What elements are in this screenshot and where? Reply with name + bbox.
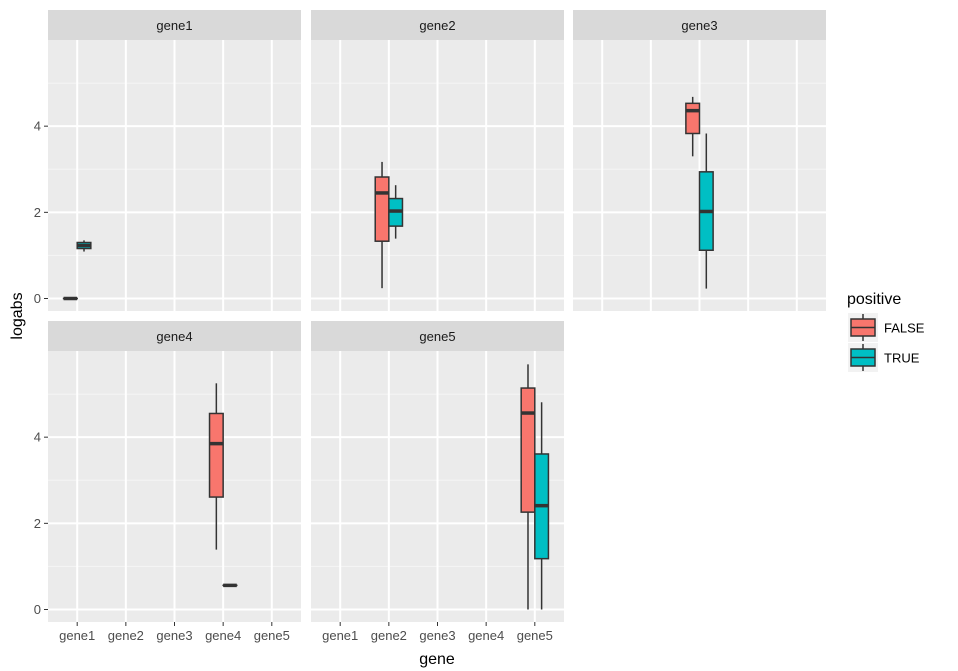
boxplot-gene5-FALSE [520,364,536,610]
x-tick-label: gene5 [254,628,290,643]
boxplot-gene3-FALSE [685,96,701,157]
y-tick-label: 2 [34,516,41,531]
box-iqr [685,102,701,135]
legend-key-TRUE: TRUE [848,343,920,372]
x-tick-label: gene4 [205,628,241,643]
facet-strip-label: gene4 [156,329,192,344]
y-axis-title: logabs [9,292,26,339]
facet-strip-label: gene5 [419,329,455,344]
facet-strip [573,10,826,40]
facet-panel-gene5: gene5 gene1 gene2 gene3 gene4 gene5 [311,321,564,643]
legend-label: FALSE [884,321,925,336]
boxplot-gene2-TRUE [388,185,404,239]
facet-strip [311,321,564,351]
facet-strip [48,321,301,351]
y-tick-label: 2 [34,205,41,220]
y-tick-label: 4 [34,430,41,445]
boxplot-gene1-TRUE [76,240,92,252]
x-tick-label: gene1 [59,628,95,643]
facet-panel-gene3: gene3 [573,10,826,311]
x-tick-label: gene1 [322,628,358,643]
box-iqr [520,387,536,513]
y-tick-label: 0 [34,291,41,306]
boxplot-gene2-FALSE [374,161,390,289]
facet-strip-label: gene1 [156,18,192,33]
facet-strip [48,10,301,40]
x-tick-label: gene2 [371,628,407,643]
x-axis-title: gene [419,651,455,668]
legend-keys: FALSE TRUE [848,313,925,372]
facet-strip-label: gene3 [681,18,717,33]
facet-panel-gene1: gene1 0 2 4 [34,10,301,311]
facet-panel-gene4: gene4 0 2 4 gene1 gene2 gene3 gene4 gene5 [34,321,301,643]
legend-title: positive [847,291,901,308]
facet-panel-gene2: gene2 [311,10,564,311]
box-iqr [374,176,390,242]
legend: positive FALSE TRUE [847,291,925,372]
x-tick-label: gene5 [517,628,553,643]
box-iqr [208,412,224,498]
legend-key-FALSE: FALSE [848,313,925,342]
x-tick-label: gene2 [108,628,144,643]
legend-label: TRUE [884,351,920,366]
x-tick-label: gene4 [468,628,504,643]
y-tick-label: 0 [34,602,41,617]
boxplot-gene4-FALSE [208,383,224,550]
boxplot-gene5-TRUE [534,402,550,610]
x-tick-label: gene3 [419,628,455,643]
y-tick-label: 4 [34,119,41,134]
x-tick-label: gene3 [156,628,192,643]
boxplot-gene3-TRUE [698,133,714,289]
facet-strip-label: gene2 [419,18,455,33]
facet-strip [311,10,564,40]
